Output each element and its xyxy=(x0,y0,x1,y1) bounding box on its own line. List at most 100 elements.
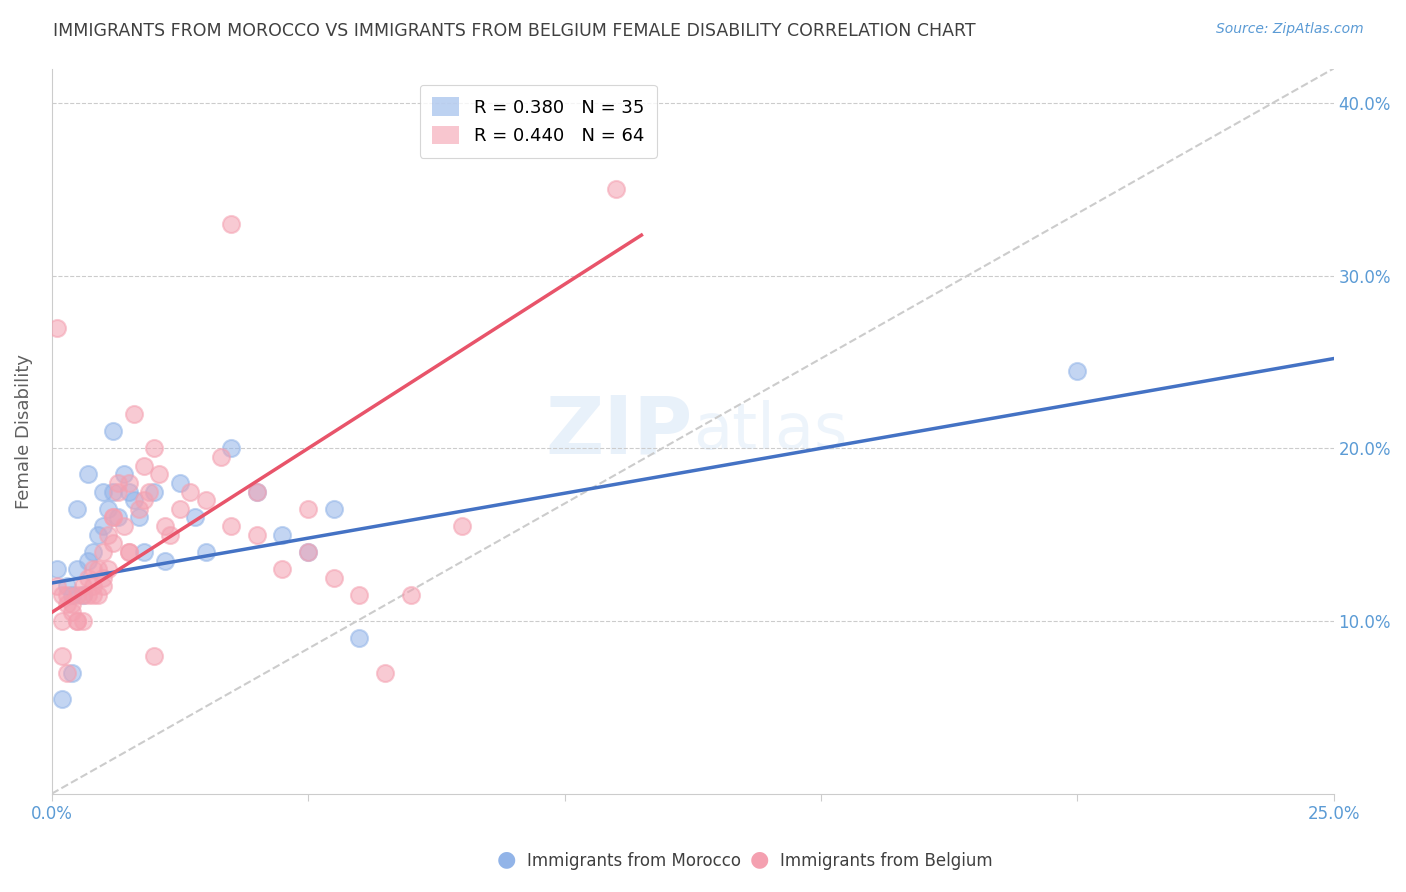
Point xyxy=(91,519,114,533)
Point xyxy=(246,484,269,499)
Text: IMMIGRANTS FROM MOROCCO VS IMMIGRANTS FROM BELGIUM FEMALE DISABILITY CORRELATION: IMMIGRANTS FROM MOROCCO VS IMMIGRANTS FR… xyxy=(53,22,976,40)
Point xyxy=(143,442,166,456)
Text: atlas: atlas xyxy=(693,401,846,462)
Point xyxy=(209,450,232,464)
Text: ●: ● xyxy=(749,850,769,870)
Point xyxy=(118,545,141,559)
Point xyxy=(56,597,79,611)
Point xyxy=(76,467,98,482)
Text: Immigrants from Morocco: Immigrants from Morocco xyxy=(527,852,741,870)
Point xyxy=(128,501,150,516)
Point xyxy=(82,579,104,593)
Point xyxy=(159,527,181,541)
Point xyxy=(45,579,67,593)
Point xyxy=(60,588,83,602)
Point xyxy=(1066,364,1088,378)
Point xyxy=(72,588,94,602)
Point xyxy=(56,579,79,593)
Point xyxy=(82,588,104,602)
Point xyxy=(132,458,155,473)
Point xyxy=(76,553,98,567)
Point xyxy=(246,484,269,499)
Point xyxy=(103,510,125,524)
Point xyxy=(103,424,125,438)
Point xyxy=(179,484,201,499)
Point xyxy=(322,571,344,585)
Point xyxy=(132,545,155,559)
Point xyxy=(138,484,160,499)
Text: ZIP: ZIP xyxy=(546,392,693,470)
Point xyxy=(451,519,474,533)
Point xyxy=(153,519,176,533)
Point xyxy=(72,614,94,628)
Point xyxy=(97,562,120,576)
Point xyxy=(91,571,114,585)
Point xyxy=(148,467,170,482)
Point xyxy=(45,562,67,576)
Point xyxy=(128,510,150,524)
Point xyxy=(87,527,110,541)
Point xyxy=(56,588,79,602)
Point xyxy=(153,553,176,567)
Text: Source: ZipAtlas.com: Source: ZipAtlas.com xyxy=(1216,22,1364,37)
Point xyxy=(66,614,89,628)
Point xyxy=(169,501,191,516)
Point xyxy=(51,691,73,706)
Point xyxy=(112,519,135,533)
Point xyxy=(51,614,73,628)
Point xyxy=(82,545,104,559)
Point xyxy=(76,588,98,602)
Point xyxy=(91,545,114,559)
Point xyxy=(66,562,89,576)
Point xyxy=(107,484,129,499)
Point xyxy=(118,475,141,490)
Point xyxy=(72,588,94,602)
Legend: R = 0.380   N = 35, R = 0.440   N = 64: R = 0.380 N = 35, R = 0.440 N = 64 xyxy=(420,85,657,158)
Point xyxy=(45,320,67,334)
Text: Immigrants from Belgium: Immigrants from Belgium xyxy=(780,852,993,870)
Y-axis label: Female Disability: Female Disability xyxy=(15,353,32,508)
Point xyxy=(132,493,155,508)
Point xyxy=(91,579,114,593)
Point xyxy=(118,484,141,499)
Point xyxy=(374,665,396,680)
Point xyxy=(605,182,627,196)
Point xyxy=(66,614,89,628)
Point xyxy=(169,475,191,490)
Point xyxy=(194,545,217,559)
Point xyxy=(72,579,94,593)
Point xyxy=(87,562,110,576)
Point xyxy=(66,588,89,602)
Point xyxy=(56,665,79,680)
Point xyxy=(103,536,125,550)
Point xyxy=(122,407,145,421)
Point xyxy=(60,606,83,620)
Point xyxy=(91,484,114,499)
Point xyxy=(60,665,83,680)
Point xyxy=(271,527,294,541)
Point xyxy=(107,475,129,490)
Point xyxy=(143,484,166,499)
Point xyxy=(399,588,422,602)
Point xyxy=(66,501,89,516)
Point xyxy=(219,217,242,231)
Point xyxy=(118,545,141,559)
Point xyxy=(97,527,120,541)
Point xyxy=(103,484,125,499)
Point xyxy=(297,545,319,559)
Point xyxy=(194,493,217,508)
Point xyxy=(219,442,242,456)
Point xyxy=(322,501,344,516)
Point xyxy=(246,527,269,541)
Point xyxy=(143,648,166,663)
Point xyxy=(349,588,371,602)
Point xyxy=(122,493,145,508)
Point xyxy=(103,510,125,524)
Point xyxy=(349,632,371,646)
Point xyxy=(112,467,135,482)
Point xyxy=(51,648,73,663)
Point xyxy=(87,588,110,602)
Point xyxy=(51,588,73,602)
Point xyxy=(76,571,98,585)
Point xyxy=(82,562,104,576)
